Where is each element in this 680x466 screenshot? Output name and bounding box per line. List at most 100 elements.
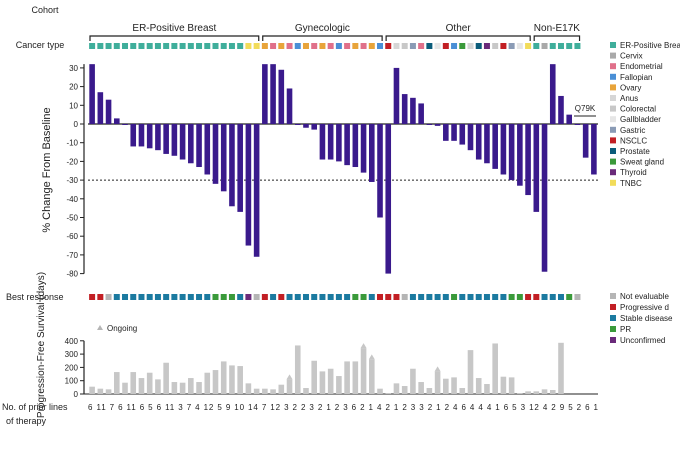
cancer-type-square	[122, 43, 129, 49]
cancer-type-square	[278, 43, 285, 49]
pfs-bar	[113, 372, 120, 394]
cancer-type-square	[385, 43, 392, 49]
best-response-square	[475, 294, 482, 300]
cancer-type-square	[377, 43, 384, 49]
waterfall-bar	[130, 124, 137, 147]
cancer-type-legend-label: Colorectal	[620, 105, 656, 114]
best-response-square	[146, 294, 153, 300]
cancer-type-legend-label: Fallopian	[620, 73, 652, 82]
best-response-square	[525, 294, 532, 300]
best-response-square	[294, 294, 301, 300]
waterfall-bar	[385, 124, 392, 274]
pfs-bar	[360, 348, 367, 394]
cancer-type-square	[360, 43, 367, 49]
waterfall-tick-label: -10	[66, 139, 78, 148]
waterfall-bar	[336, 124, 342, 162]
waterfall-ylabel: % Change From Baseline	[41, 107, 53, 232]
cancer-type-square	[97, 43, 104, 49]
cancer-type-square	[335, 43, 342, 49]
pfs-bar	[492, 343, 498, 394]
waterfall-bar	[368, 124, 375, 182]
pfs-bar	[549, 390, 556, 394]
cancer-type-label: Cancer type	[16, 40, 65, 50]
pfs-bar	[319, 371, 326, 394]
cancer-type-legend-swatch	[610, 52, 616, 59]
pfs-bar	[212, 370, 219, 394]
pfs-bar	[155, 379, 161, 394]
cohort-name: Gynecologic	[295, 23, 350, 34]
cancer-type-legend-label: Thyroid	[620, 168, 647, 177]
cohort-name: Other	[446, 23, 472, 34]
pfs-bar	[525, 391, 531, 394]
waterfall-bars	[89, 64, 597, 274]
best-response-square	[179, 294, 186, 300]
best-response-square	[171, 294, 178, 300]
best-response-square	[418, 294, 425, 300]
pfs-bar	[558, 342, 564, 394]
pfs-bar	[122, 382, 128, 394]
pfs-bar	[418, 382, 424, 394]
cancer-type-square	[533, 43, 540, 49]
best-response-square	[401, 294, 408, 300]
ongoing-label: Ongoing	[107, 324, 137, 333]
cancer-type-square	[228, 43, 235, 49]
best-response-square	[368, 294, 375, 300]
pfs-bar	[434, 371, 441, 394]
pfs-bar	[336, 376, 342, 394]
best-response-square	[451, 294, 458, 300]
cancer-type-legend-swatch	[610, 63, 616, 70]
waterfall-bar	[582, 124, 589, 158]
pfs-bar	[204, 372, 211, 394]
cohort-brackets: ER-Positive Breast Gynecologic Other Non-E1…	[89, 23, 580, 41]
best-response-square	[426, 294, 433, 300]
cancer-type-square	[261, 43, 268, 49]
waterfall-bar	[171, 124, 178, 156]
cancer-type-legend-swatch	[610, 169, 616, 176]
cancer-type-square	[541, 43, 548, 49]
pfs-bar	[344, 361, 350, 394]
best-response-strip	[89, 294, 581, 300]
waterfall-bar	[212, 124, 219, 184]
pfs-bar	[286, 379, 293, 394]
cancer-type-square	[220, 43, 227, 49]
pfs-bar	[245, 383, 252, 394]
cancer-type-square	[368, 43, 375, 49]
cancer-type-square	[426, 43, 433, 49]
cancer-type-legend-swatch	[610, 148, 616, 154]
waterfall-bar	[418, 103, 424, 124]
cancer-type-square	[286, 43, 293, 49]
response-legend-swatch	[610, 326, 616, 332]
waterfall-bar	[245, 124, 252, 246]
pfs-tick-label: 100	[65, 377, 79, 386]
waterfall-bar	[105, 99, 112, 124]
cancer-type-legend-label: Prostate	[620, 147, 650, 156]
prior-lines-values: 6 11 7 6 11 6 5 6 11 3 7 4 12 5 9 10 14 …	[88, 403, 599, 412]
pfs-ongoing-marker	[434, 366, 441, 372]
cancer-type-legend-swatch	[610, 126, 616, 133]
cancer-type-square	[393, 43, 400, 49]
cohort-label: Cohort	[31, 5, 59, 15]
cancer-type-square	[467, 43, 474, 49]
cancer-type-square	[352, 43, 359, 49]
best-response-square	[516, 294, 523, 300]
best-response-square	[253, 294, 260, 300]
cancer-type-legend-swatch	[610, 137, 616, 144]
pfs-ongoing-marker	[368, 354, 375, 360]
pfs-bar	[377, 388, 383, 394]
waterfall-bar	[541, 124, 548, 272]
best-response-square	[327, 294, 334, 300]
cancer-type-square	[549, 43, 556, 49]
waterfall-tick-label: 20	[69, 83, 78, 92]
pfs-bar	[89, 386, 95, 394]
cancer-type-square	[401, 43, 408, 49]
waterfall-bar	[229, 124, 235, 207]
waterfall-bar	[591, 124, 597, 175]
pfs-bar	[484, 384, 490, 394]
best-response-square	[261, 294, 268, 300]
ongoing-legend: Ongoing	[97, 324, 137, 333]
best-response-square	[286, 294, 293, 300]
cancer-type-legend-swatch	[610, 95, 616, 101]
waterfall-bar	[484, 124, 490, 164]
best-response-square	[228, 294, 235, 300]
